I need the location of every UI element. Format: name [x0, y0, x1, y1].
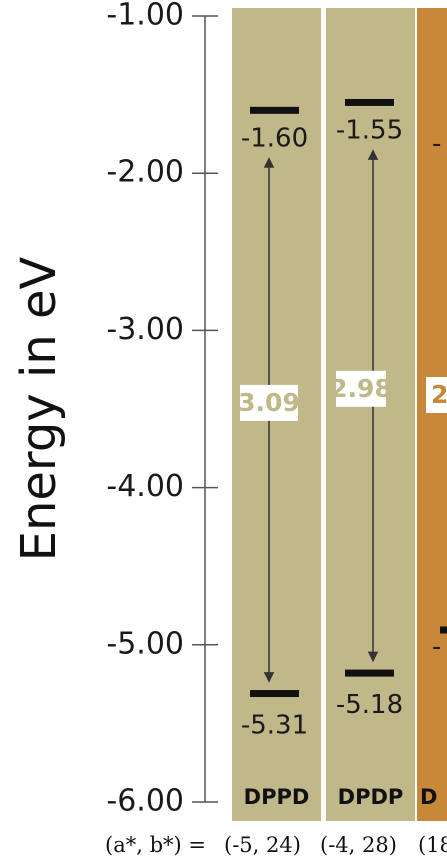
band-gap-label: 3.09 [238, 388, 300, 417]
homo-level [250, 690, 299, 698]
y-axis: -1.00 -2.00 -3.00 -4.00 -5.00 -6.00 [106, 0, 218, 819]
lumo-level [345, 98, 394, 106]
column-d [417, 8, 447, 821]
y-tick-label: -1.00 [106, 0, 184, 33]
homo-level [345, 669, 394, 677]
band-gap-box [336, 370, 386, 407]
color-coordinates-row: (a*, b*) = (-5, 24) (-4, 28) (18 [105, 833, 447, 857]
lumo-level [250, 106, 299, 114]
band-gap-label: 2 [431, 380, 447, 409]
y-tick-label: -2.00 [106, 155, 184, 190]
category-label: DPDP [338, 785, 404, 809]
color-coordinate-value: (18 [418, 833, 447, 857]
band-gap-box [426, 377, 447, 413]
homo-label: -5.18 [336, 690, 403, 720]
lumo-label: -1.60 [241, 123, 308, 153]
y-axis-title: Energy in eV [11, 256, 67, 561]
levels-layer: DPPD DPDP D -1.60 -5.31 3.09 -1.55 -5.18 2.98 - - 2 [238, 98, 447, 809]
homo-label: -5.31 [241, 711, 308, 741]
band-gap-label: 2.98 [330, 374, 392, 403]
y-tick-label: -6.00 [106, 784, 184, 819]
color-coordinate-value: (-4, 28) [320, 833, 397, 857]
color-coordinate-value: (-5, 24) [224, 833, 301, 857]
lumo-label: -1.55 [336, 115, 403, 145]
homo-label: - [432, 632, 441, 662]
y-tick-label: -4.00 [106, 469, 184, 504]
category-label: DPPD [244, 785, 310, 809]
y-tick-label: -5.00 [106, 626, 184, 661]
lumo-label: - [432, 129, 441, 159]
color-coordinates-label: (a*, b*) = [105, 833, 206, 857]
y-tick-label: -3.00 [106, 312, 184, 347]
category-label: D [420, 785, 437, 809]
band-gap-box [240, 384, 298, 421]
